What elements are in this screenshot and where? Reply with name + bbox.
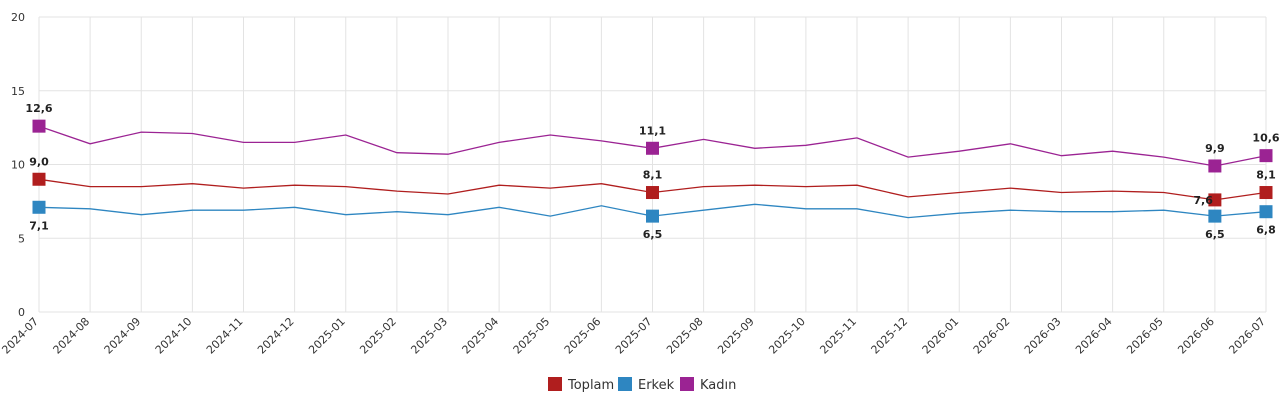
data-label-erkek: 6,5 xyxy=(643,228,663,241)
x-tick-label: 2024-07 xyxy=(0,315,41,357)
legend-item-kad-n[interactable]: Kadın xyxy=(680,377,736,393)
legend-item-toplam[interactable]: Toplam xyxy=(548,377,614,393)
legend-swatch xyxy=(680,377,694,391)
y-tick-label: 20 xyxy=(11,11,25,24)
legend[interactable]: Toplam Erkek Kadın xyxy=(548,377,736,393)
x-tick-label: 2026-04 xyxy=(1073,315,1115,357)
grid-layer xyxy=(38,16,1267,313)
data-point-marker-kad-n[interactable] xyxy=(1259,149,1273,163)
y-tick-label: 10 xyxy=(11,159,25,172)
x-tick-label: 2025-06 xyxy=(562,315,604,357)
x-tick-label: 2025-02 xyxy=(357,315,399,357)
x-tick-label: 2026-02 xyxy=(971,315,1013,357)
data-label-erkek: 6,8 xyxy=(1256,224,1276,237)
x-tick-label: 2024-11 xyxy=(204,315,246,357)
x-tick-label: 2025-10 xyxy=(766,315,808,357)
legend-label: Erkek xyxy=(638,378,675,393)
data-label-erkek: 7,1 xyxy=(29,219,49,232)
series-layer xyxy=(32,119,1273,223)
x-tick-label: 2026-05 xyxy=(1124,315,1166,357)
data-label-erkek: 6,5 xyxy=(1205,228,1225,241)
data-point-marker-toplam[interactable] xyxy=(32,172,46,186)
data-point-marker-toplam[interactable] xyxy=(1208,193,1222,207)
data-point-marker-toplam[interactable] xyxy=(646,186,659,200)
data-label-kad-n: 12,6 xyxy=(25,102,52,115)
y-tick-label: 15 xyxy=(11,85,25,98)
x-tick-label: 2026-07 xyxy=(1226,315,1268,357)
data-label-toplam: 7,6 xyxy=(1193,194,1213,207)
y-tick-label: 5 xyxy=(18,232,25,245)
data-label-kad-n: 11,1 xyxy=(639,124,666,137)
data-point-marker-erkek[interactable] xyxy=(646,209,659,223)
x-tick-label: 2024-08 xyxy=(51,315,93,357)
data-point-marker-erkek[interactable] xyxy=(1208,209,1222,223)
x-tick-label: 2024-12 xyxy=(255,315,297,357)
data-label-kad-n: 10,6 xyxy=(1252,132,1279,145)
legend-swatch xyxy=(618,377,632,391)
x-tick-label: 2025-12 xyxy=(869,315,911,357)
legend-item-erkek[interactable]: Erkek xyxy=(618,377,675,393)
x-tick-label: 2025-08 xyxy=(664,315,706,357)
data-label-kad-n: 9,9 xyxy=(1205,142,1225,155)
data-point-marker-kad-n[interactable] xyxy=(32,119,46,133)
data-label-toplam: 9,0 xyxy=(29,155,49,168)
legend-label: Toplam xyxy=(567,378,614,393)
x-tick-label: 2026-06 xyxy=(1175,315,1217,357)
x-tick-label: 2026-01 xyxy=(920,315,962,357)
x-tick-label: 2025-05 xyxy=(511,315,553,357)
data-point-marker-kad-n[interactable] xyxy=(1208,159,1222,173)
data-label-toplam: 8,1 xyxy=(1256,169,1276,182)
x-tick-label: 2025-04 xyxy=(460,315,502,357)
x-tick-label: 2026-03 xyxy=(1022,315,1064,357)
x-tick-label: 2025-09 xyxy=(715,315,757,357)
x-tick-label: 2025-07 xyxy=(613,315,655,357)
y-tick-label: 0 xyxy=(18,306,25,319)
data-point-marker-toplam[interactable] xyxy=(1259,186,1273,200)
data-label-toplam: 8,1 xyxy=(643,169,663,182)
legend-swatch xyxy=(548,377,562,391)
data-point-marker-erkek[interactable] xyxy=(1259,205,1273,219)
legend-label: Kadın xyxy=(700,378,736,393)
data-point-marker-kad-n[interactable] xyxy=(646,141,659,155)
data-point-marker-erkek[interactable] xyxy=(32,200,46,214)
x-tick-label: 2025-03 xyxy=(408,315,450,357)
data-label-layer: 9,0 8,1 7,6 8,1 7,1 6,5 6,5 6,8 12,6 11,1 9,9 10,6 xyxy=(25,102,1279,241)
x-tick-label: 2025-11 xyxy=(817,315,859,357)
x-tick-label: 2025-01 xyxy=(306,315,348,357)
x-tick-label: 2024-09 xyxy=(102,315,144,357)
x-tick-label: 2024-10 xyxy=(153,315,195,357)
